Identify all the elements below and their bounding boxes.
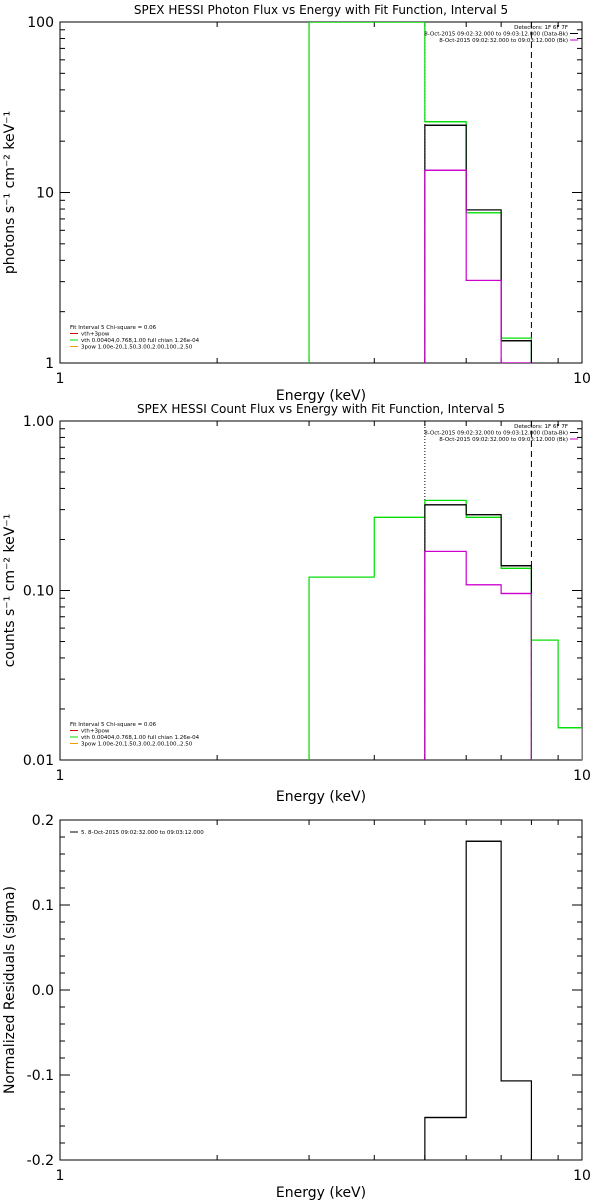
y-tick-label: 10 <box>36 186 54 202</box>
legend-entry: Fit Interval 5 Chi-square = 0.06 <box>70 722 157 728</box>
photon-flux-panel: SPEX HESSI Photon Flux vs Energy with Fi… <box>2 3 591 404</box>
y-axis-label: photons s⁻¹ cm⁻² keV⁻¹ <box>2 111 18 274</box>
legend-entry: 5. 8-Oct-2015 09:02:32.000 to 09:03:12.0… <box>81 830 204 836</box>
data-layer <box>424 840 533 1160</box>
y-axis-label: Normalized Residuals (sigma) <box>2 886 18 1094</box>
chart-title: SPEX HESSI Count Flux vs Energy with Fit… <box>137 402 505 416</box>
y-tick-label: 1.00 <box>23 414 54 430</box>
y-tick-label: 100 <box>27 15 54 31</box>
x-tick-label: 1 <box>56 768 65 784</box>
x-axis-label: Energy (keV) <box>276 388 366 404</box>
series-step-line <box>308 22 533 363</box>
data-layer <box>308 421 582 760</box>
y-axis-label: counts s⁻¹ cm⁻² keV⁻¹ <box>2 514 18 668</box>
x-axis-label: Energy (keV) <box>276 1185 366 1200</box>
data-layer <box>308 22 533 363</box>
header-line: 8-Oct-2015 09:02:32.000 to 09:03:12.000 … <box>439 38 568 44</box>
y-tick-label: 1 <box>45 356 54 372</box>
legend-entry: 3pow 1.00e-20,1.50,3.00,2.00,100.,2.50 <box>81 345 193 351</box>
y-tick-label: -0.2 <box>27 1153 54 1169</box>
plot-frame <box>59 819 583 1161</box>
legend-entry: vth 0.00404,0.768,1.00 full chian 1.26e-… <box>81 735 200 741</box>
x-tick-label: 10 <box>573 371 591 387</box>
y-tick-label: 0.2 <box>32 813 54 829</box>
y-tick-label: 0.10 <box>23 584 54 600</box>
x-tick-label: 10 <box>573 768 591 784</box>
legend-entry: vth 0.00404,0.768,1.00 full chian 1.26e-… <box>81 338 200 344</box>
header-line: Detectors: 1F 6F 7F <box>514 25 568 31</box>
series-step-line <box>424 550 533 760</box>
series-step-line <box>424 169 532 363</box>
residuals-panel: 1 10 -0.2 -0.1 0.0 0.1 0.2 Energy (keV) Normaliz… <box>2 813 591 1200</box>
series-step-line <box>424 504 533 760</box>
x-axis-label: Energy (keV) <box>276 789 366 805</box>
x-tick-label: 1 <box>56 371 65 387</box>
header-line: 8-Oct-2015 09:02:32.000 to 09:03:12.000 … <box>439 437 568 443</box>
plot-frame <box>59 420 583 761</box>
series-step-line <box>424 840 533 1160</box>
header-line: 8-Oct-2015 09:02:32.000 to 09:03:12.000 … <box>424 431 568 437</box>
y-tick-label: 0.01 <box>23 753 54 769</box>
count-flux-panel: SPEX HESSI Count Flux vs Energy with Fit… <box>2 402 591 805</box>
series-step-line <box>308 499 582 760</box>
x-tick-label: 10 <box>573 1168 591 1184</box>
y-tick-label: 0.1 <box>32 898 54 914</box>
header-line: 8-Oct-2015 09:02:32.000 to 09:03:12.000 … <box>424 32 568 38</box>
y-tick-label: 0.0 <box>32 983 54 999</box>
series-step-line <box>424 124 533 363</box>
header-line: Detectors: 1F 6F 7F <box>514 424 568 430</box>
legend-entry: 3pow 1.00e-20,1.50,3.00,2.00,100.,2.50 <box>81 742 193 748</box>
x-tick-label: 1 <box>56 1168 65 1184</box>
legend-entry: Fit Interval 5 Chi-square = 0.06 <box>70 325 157 331</box>
chart-title: SPEX HESSI Photon Flux vs Energy with Fi… <box>134 3 508 17</box>
y-tick-label: -0.1 <box>27 1068 54 1084</box>
legend-entry: vth+3pow <box>81 729 110 735</box>
plot-frame <box>59 21 583 364</box>
legend-entry: vth+3pow <box>81 332 110 338</box>
